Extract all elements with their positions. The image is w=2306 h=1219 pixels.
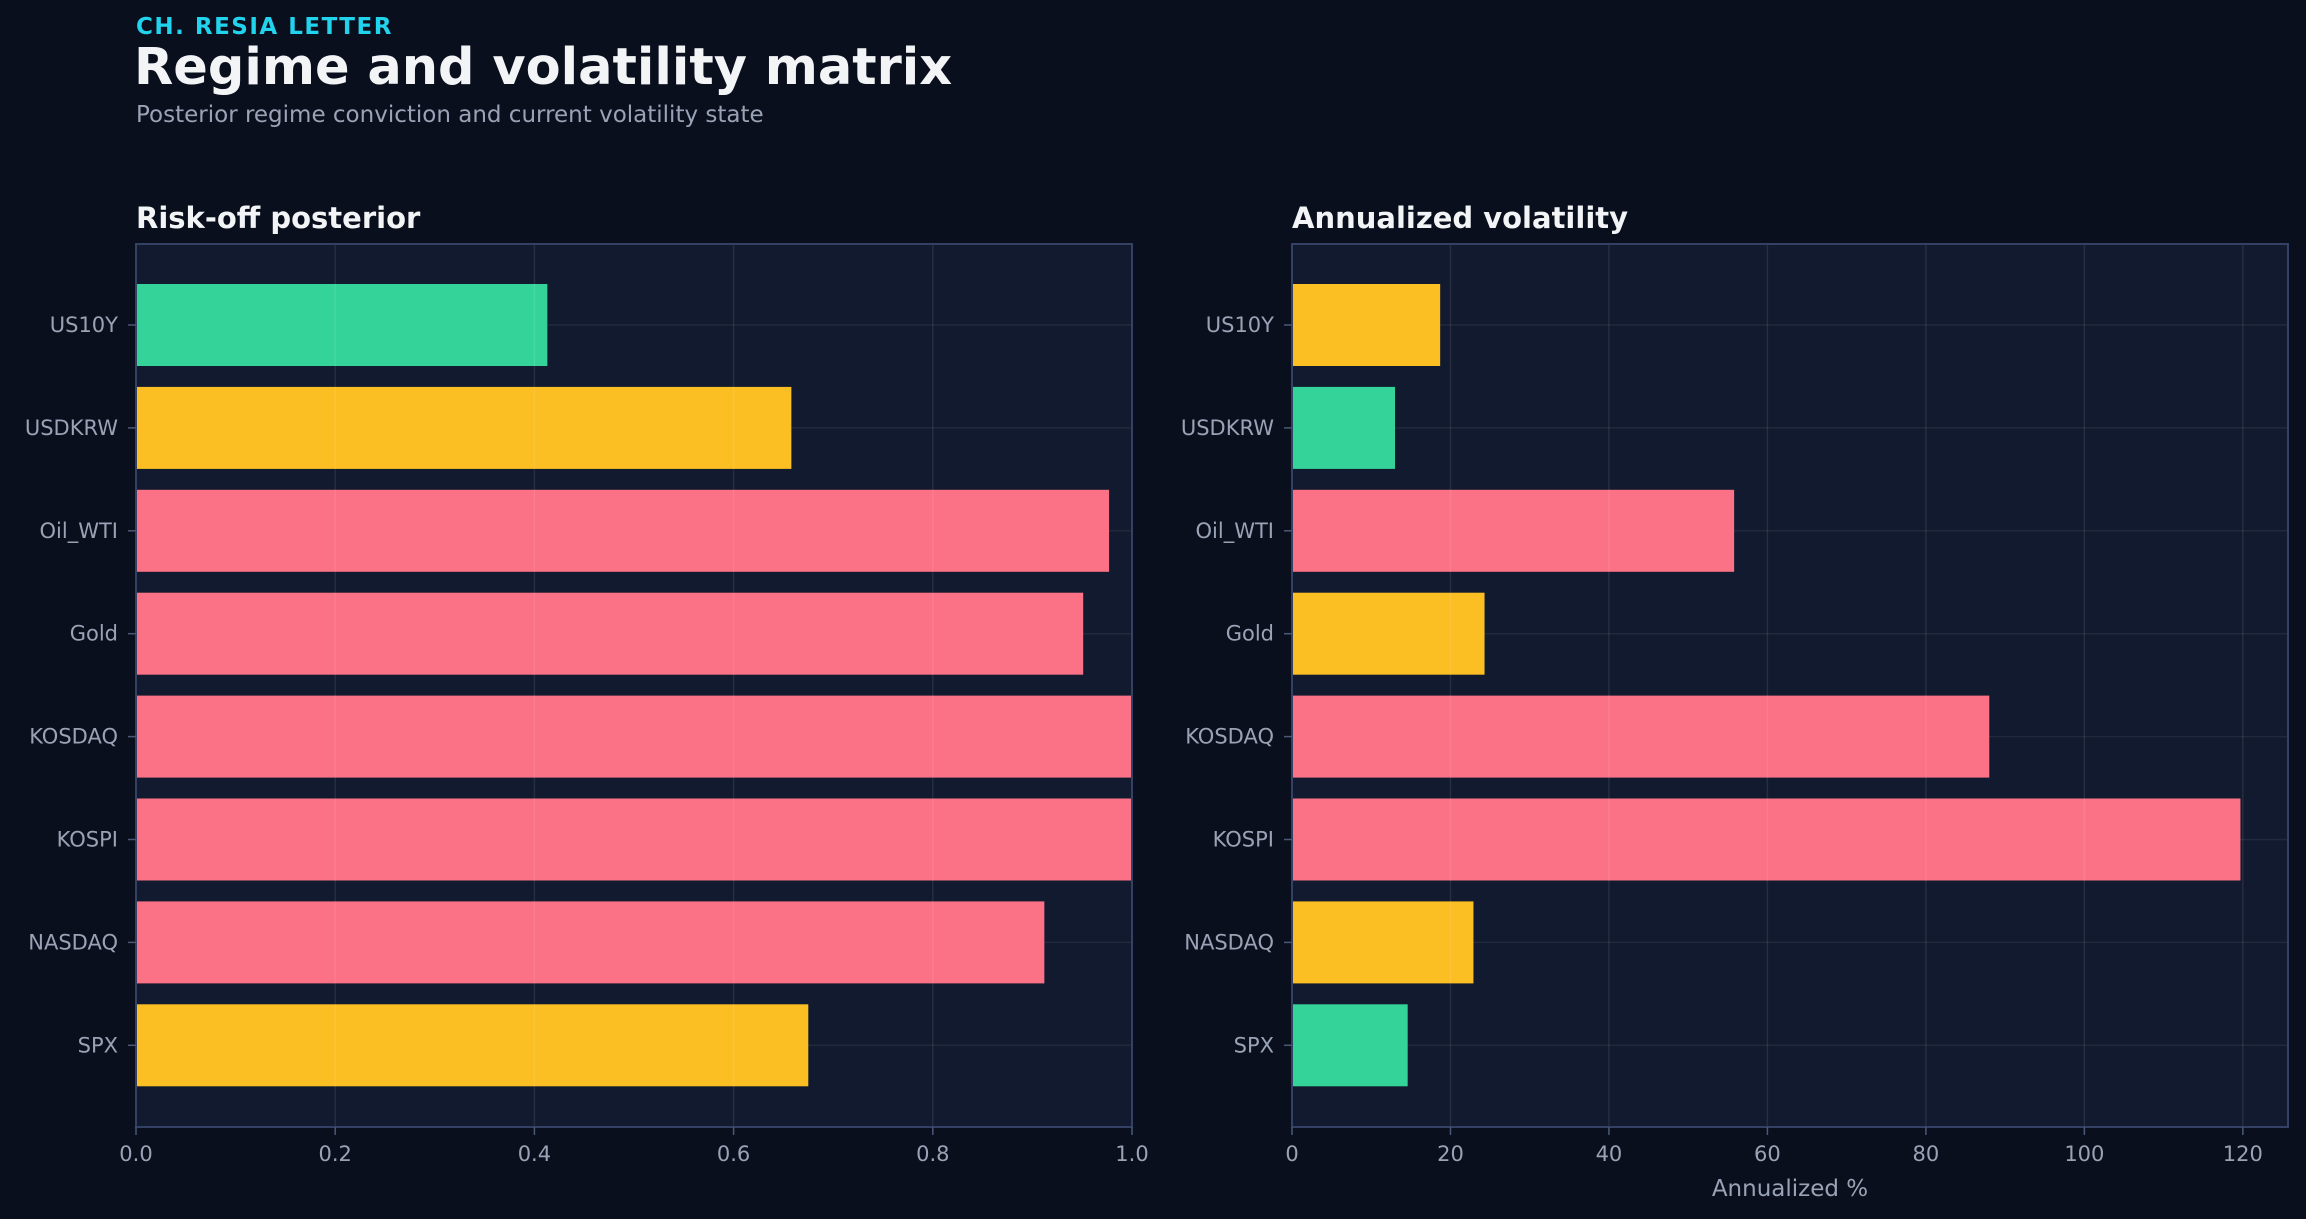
volatility-xtick-label: 120: [2223, 1142, 2263, 1166]
volatility-xtick-label: 20: [1437, 1142, 1464, 1166]
volatility-category-label: NASDAQ: [1184, 930, 1274, 954]
volatility-category-label: USDKRW: [1181, 416, 1274, 440]
volatility-axes-frame: [1291, 243, 2289, 1128]
posterior-bar-oil_wti: [136, 489, 1110, 572]
volatility-bar-gold: [1292, 592, 1485, 675]
posterior-category-label: KOSDAQ: [29, 725, 118, 749]
kicker: CH. RESIA LETTER: [136, 14, 393, 40]
volatility-xtick-label: 40: [1596, 1142, 1623, 1166]
posterior-bar-kosdaq: [136, 695, 1132, 778]
posterior-category-label: Oil_WTI: [40, 519, 118, 544]
posterior-xtick-label: 1.0: [1115, 1142, 1148, 1166]
volatility-category-label: US10Y: [1206, 313, 1274, 337]
volatility-chart-title: Annualized volatility: [1292, 201, 1628, 235]
volatility-xtick-label: 60: [1754, 1142, 1781, 1166]
volatility-category-label: KOSDAQ: [1185, 725, 1274, 749]
volatility-category-label: KOSPI: [1213, 828, 1274, 852]
volatility-xtick-label: 0: [1285, 1142, 1298, 1166]
volatility-category-label: Oil_WTI: [1196, 519, 1274, 544]
volatility-bar-nasdaq: [1292, 901, 1474, 984]
volatility-bar-kospi: [1292, 798, 2241, 881]
posterior-xtick-label: 0.4: [518, 1142, 551, 1166]
posterior-bar-nasdaq: [136, 901, 1045, 984]
posterior-category-label: USDKRW: [25, 416, 118, 440]
posterior-bar-spx: [136, 1004, 809, 1087]
volatility-bar-kosdaq: [1292, 695, 1990, 778]
posterior-category-label: Gold: [70, 622, 118, 646]
volatility-xtick-label: 100: [2064, 1142, 2104, 1166]
posterior-category-label: NASDAQ: [28, 930, 118, 954]
posterior-xtick-label: 0.8: [916, 1142, 949, 1166]
volatility-x-axis-label: Annualized %: [1712, 1176, 1868, 1202]
posterior-category-label: US10Y: [50, 313, 118, 337]
posterior-bar-gold: [136, 592, 1084, 675]
volatility-xtick-label: 80: [1913, 1142, 1940, 1166]
volatility-bar-usdkrw: [1292, 386, 1396, 469]
volatility-bar-us10y: [1292, 284, 1441, 366]
posterior-xtick-label: 0.2: [318, 1142, 351, 1166]
volatility-bar-spx: [1292, 1004, 1408, 1087]
posterior-bar-us10y: [136, 284, 548, 366]
posterior-plot-area: [136, 244, 1132, 1127]
posterior-axes-frame: [135, 243, 1133, 1128]
volatility-plot-area: [1292, 244, 2288, 1127]
volatility-category-label: SPX: [1234, 1033, 1274, 1057]
posterior-bar-kospi: [136, 798, 1132, 881]
posterior-category-label: SPX: [78, 1033, 118, 1057]
posterior-bar-usdkrw: [136, 386, 792, 469]
posterior-xtick-label: 0.6: [717, 1142, 750, 1166]
page-title: Regime and volatility matrix: [134, 38, 953, 97]
page-subtitle: Posterior regime conviction and current …: [136, 102, 764, 128]
posterior-xtick-label: 0.0: [119, 1142, 152, 1166]
posterior-chart-title: Risk-off posterior: [136, 201, 421, 235]
volatility-category-label: Gold: [1226, 622, 1274, 646]
volatility-bar-oil_wti: [1292, 489, 1735, 572]
posterior-category-label: KOSPI: [57, 828, 118, 852]
